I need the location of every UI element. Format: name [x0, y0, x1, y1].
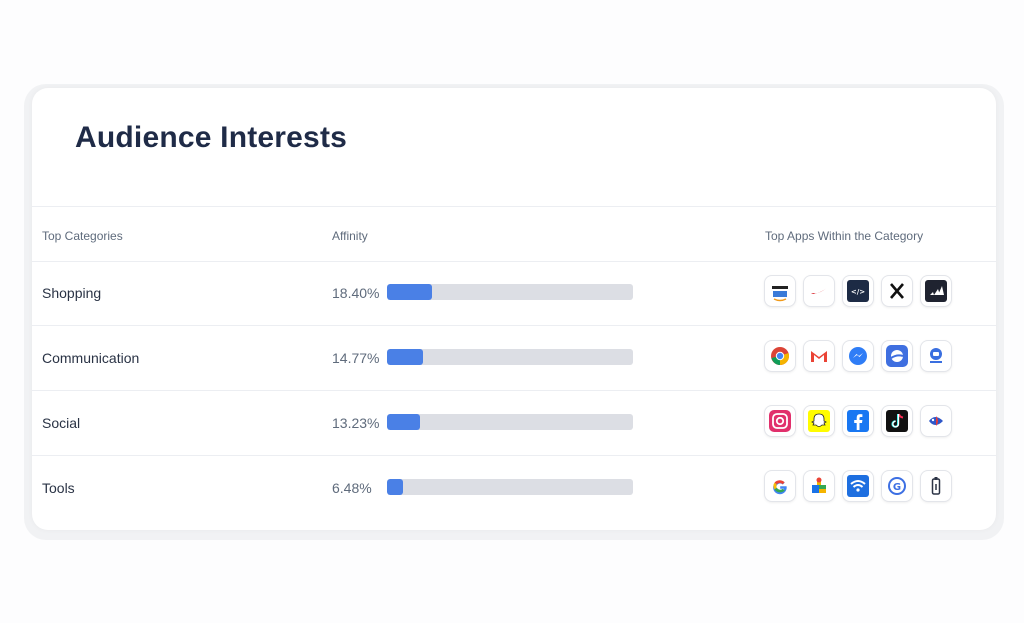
category-label: Communication: [42, 350, 140, 366]
affinity-value: 18.40%: [332, 285, 380, 301]
google-duo-icon[interactable]: [921, 341, 951, 371]
messenger-icon[interactable]: [843, 341, 873, 371]
farfetch-icon[interactable]: </>: [843, 276, 873, 306]
affinity-value: 13.23%: [332, 415, 380, 431]
page-title: Audience Interests: [75, 121, 348, 154]
svg-text:G: G: [893, 482, 901, 493]
chrome-icon[interactable]: [765, 341, 795, 371]
category-label: Tools: [42, 480, 75, 496]
column-header-categories: Top Categories: [42, 229, 123, 243]
samsung-internet-icon[interactable]: [882, 341, 912, 371]
table-row: Communication 14.77%: [32, 326, 996, 391]
svg-text:</>: </>: [851, 288, 865, 296]
x-icon[interactable]: [882, 276, 912, 306]
table-row: Social 13.23%: [32, 391, 996, 456]
top-apps: [765, 406, 951, 436]
audience-interests-card: Audience Interests Top Categories Affini…: [32, 88, 996, 530]
adidas-icon[interactable]: [921, 276, 951, 306]
column-header-affinity: Affinity: [332, 229, 368, 243]
affinity-bar-fill: [387, 349, 424, 365]
affinity-bar: [387, 414, 633, 430]
facebook-icon[interactable]: [843, 406, 873, 436]
table-header: Top Categories Affinity Top Apps Within …: [32, 206, 996, 262]
snapchat-icon[interactable]: [804, 406, 834, 436]
table-row: Shopping 18.40% </>: [32, 261, 996, 326]
gmail-icon[interactable]: [804, 341, 834, 371]
amazon-shopping-icon[interactable]: [765, 276, 795, 306]
top-apps: [765, 341, 951, 371]
usb-icon[interactable]: [921, 471, 951, 501]
affinity-value: 14.77%: [332, 350, 380, 366]
google-g-circle-icon[interactable]: G: [882, 471, 912, 501]
affinity-bar-fill: [387, 284, 433, 300]
affinity-bar: [387, 349, 633, 365]
instagram-icon[interactable]: [765, 406, 795, 436]
affinity-bar: [387, 284, 633, 300]
affinity-bar-fill: [387, 479, 403, 495]
nike-icon[interactable]: [804, 276, 834, 306]
top-apps: G: [765, 471, 951, 501]
tiktok-icon[interactable]: [882, 406, 912, 436]
fish-game-icon[interactable]: [921, 406, 951, 436]
affinity-value: 6.48%: [332, 480, 372, 496]
wifi-shield-icon[interactable]: [843, 471, 873, 501]
table-row: Tools 6.48% G: [32, 456, 996, 520]
google-icon[interactable]: [765, 471, 795, 501]
top-apps: </>: [765, 276, 951, 306]
category-label: Social: [42, 415, 81, 431]
affinity-bar: [387, 479, 633, 495]
affinity-bar-fill: [387, 414, 420, 430]
category-label: Shopping: [42, 285, 102, 301]
puzzle-icon[interactable]: [804, 471, 834, 501]
column-header-apps: Top Apps Within the Category: [765, 229, 924, 243]
